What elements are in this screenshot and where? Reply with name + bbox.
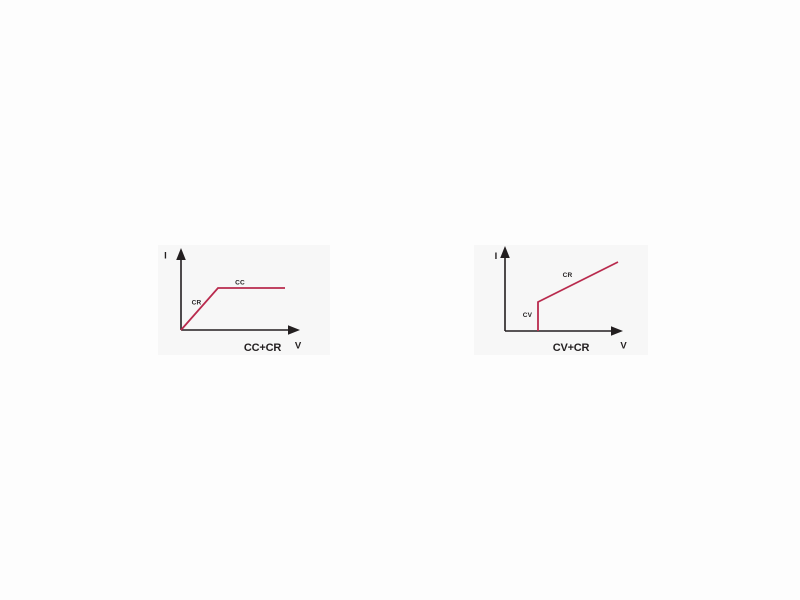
load-line-curve xyxy=(180,287,285,331)
y-axis-arrowhead xyxy=(500,246,510,258)
figure-cv-cr: I V CV CR CV+CR xyxy=(470,240,660,360)
load-line-curve xyxy=(537,261,619,331)
segment-label-cr: CR xyxy=(192,300,202,307)
x-axis-arrowhead xyxy=(611,326,623,336)
x-axis-label: V xyxy=(295,341,302,352)
figure-panel xyxy=(474,245,648,355)
x-axis-label: V xyxy=(620,341,627,352)
x-axis-arrowhead xyxy=(288,325,300,335)
y-axis-label: I xyxy=(495,251,498,262)
y-axis-label: I xyxy=(164,251,167,262)
figure-caption: CV+CR xyxy=(553,342,590,354)
figure-cv-cr-svg: I V CV CR CV+CR xyxy=(474,245,648,355)
segment-label-cc: CC xyxy=(235,280,245,287)
figure-cc-cr: I V CR CC CC+CR xyxy=(155,240,345,360)
figure-panel xyxy=(158,245,330,355)
y-axis-arrowhead xyxy=(176,248,186,260)
figure-cc-cr-svg: I V CR CC CC+CR xyxy=(158,245,330,355)
figure-caption: CC+CR xyxy=(244,342,281,354)
segment-label-cr: CR xyxy=(563,272,573,279)
segment-label-cv: CV xyxy=(523,312,533,319)
